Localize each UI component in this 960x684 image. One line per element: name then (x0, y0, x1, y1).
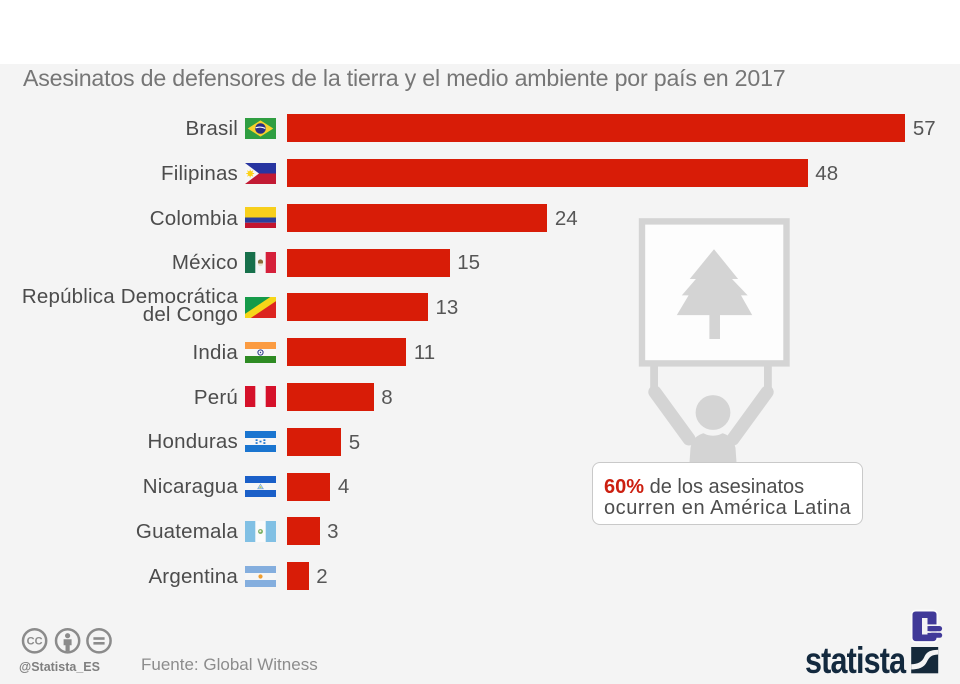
svg-text:CC: CC (27, 636, 43, 648)
